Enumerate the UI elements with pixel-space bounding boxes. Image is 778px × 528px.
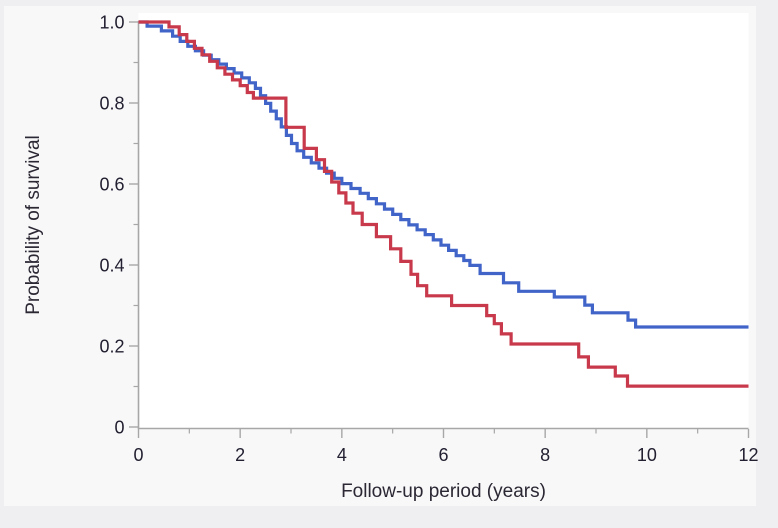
y-tick-label: 0.8	[99, 94, 124, 114]
y-tick-label: 1.0	[99, 13, 124, 33]
x-tick-label: 8	[540, 445, 550, 465]
x-tick-label: 0	[133, 445, 143, 465]
y-tick-label: 0	[114, 418, 124, 438]
x-tick-label: 6	[438, 445, 448, 465]
survival-curve-group-red	[138, 20, 749, 388]
x-tick-label: 12	[738, 445, 758, 465]
x-axis-title: Follow-up period (years)	[341, 481, 546, 502]
y-tick-label: 0.2	[99, 337, 124, 357]
x-tick-label: 4	[337, 445, 347, 465]
x-tick-label: 2	[235, 445, 245, 465]
y-axis-title: Probability of survival	[23, 135, 44, 315]
x-tick-label: 10	[637, 445, 657, 465]
y-tick-label: 0.6	[99, 175, 124, 195]
y-tick-label: 0.4	[99, 256, 124, 276]
